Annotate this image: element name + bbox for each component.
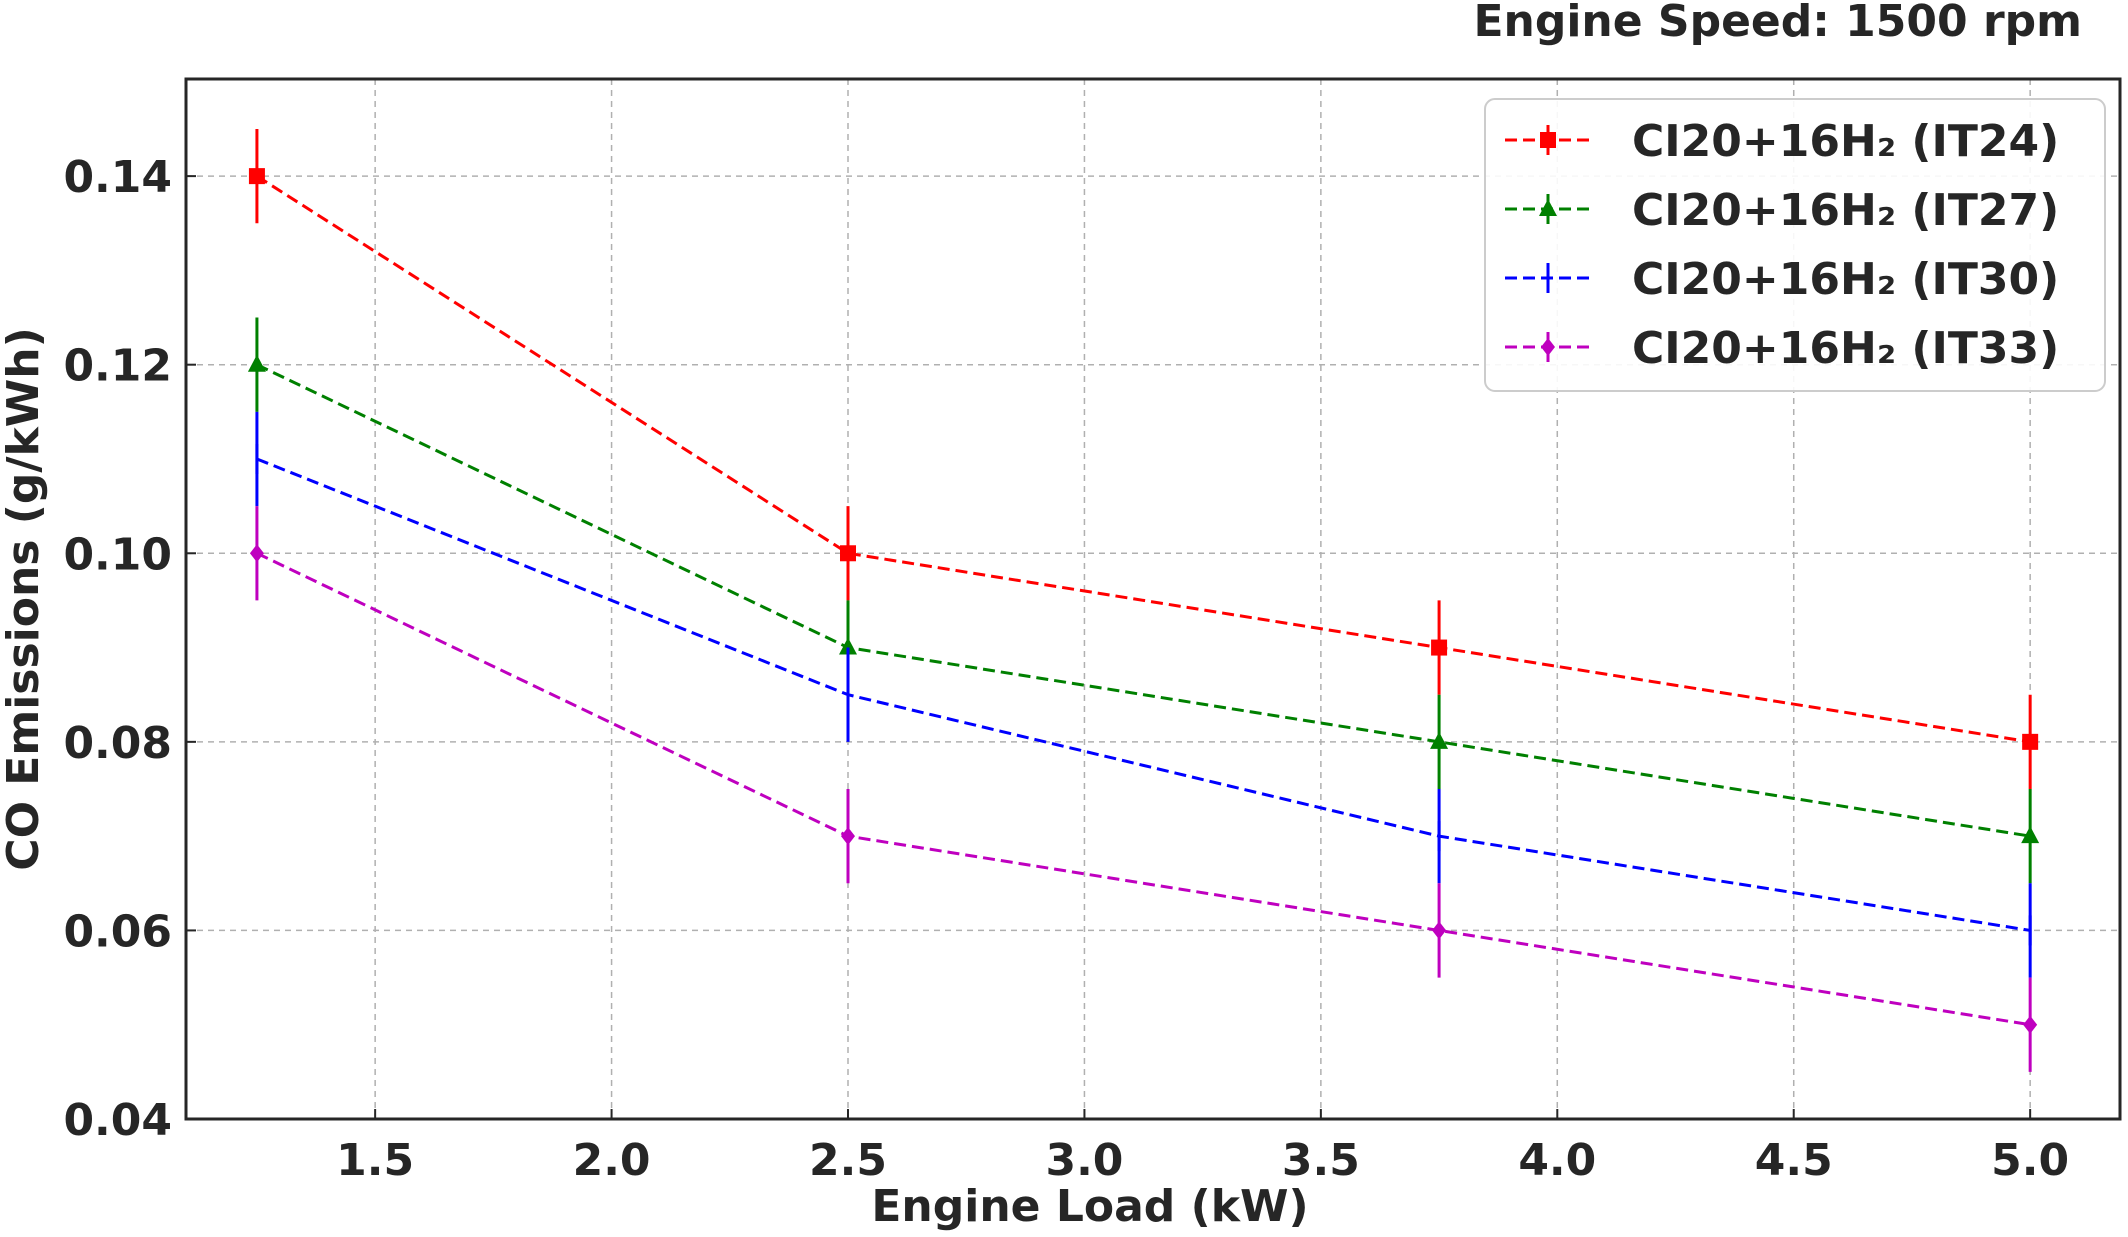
data-point	[247, 354, 266, 372]
legend-label: CI20+16H₂ (IT30)	[1632, 254, 2059, 305]
series-group	[249, 506, 2038, 1072]
y-tick-label: 0.12	[63, 341, 172, 392]
data-point	[1431, 639, 1448, 656]
data-point	[2022, 733, 2039, 750]
x-tick-label: 2.0	[573, 1135, 651, 1186]
x-tick-label: 1.5	[336, 1135, 414, 1186]
y-tick-label: 0.06	[63, 906, 172, 957]
y-axis: 0.04 0.06 0.08 0.10 0.12 0.14	[63, 152, 196, 1146]
series-group	[255, 411, 2032, 978]
series-line	[256, 363, 2031, 838]
data-point	[248, 168, 265, 185]
data-point	[2023, 1015, 2038, 1034]
plot-frame	[184, 77, 2122, 1121]
data-point	[2021, 826, 2040, 844]
data-point	[1432, 921, 1447, 940]
x-tick-label: 4.0	[1518, 1135, 1596, 1186]
data-point	[249, 544, 264, 563]
chart-title: Engine Speed: 1500 rpm	[1473, 0, 2082, 47]
series-line	[256, 457, 2031, 932]
x-tick-label: 5.0	[1991, 1135, 2069, 1186]
x-axis-title: Engine Load (kW)	[871, 1181, 1308, 1232]
y-tick-label: 0.14	[63, 152, 172, 203]
series-line	[256, 551, 2031, 1027]
legend-frame	[1484, 98, 2106, 392]
series-layer	[247, 128, 2040, 1072]
legend-item: CI20+16H₂ (IT24)	[1505, 116, 2059, 167]
data-point	[839, 637, 858, 655]
x-tick-label: 2.5	[809, 1135, 887, 1186]
x-tick-label: 3.0	[1045, 1135, 1123, 1186]
legend-label: CI20+16H₂ (IT27)	[1632, 185, 2059, 236]
x-tick-label: 3.5	[1282, 1135, 1360, 1186]
data-point	[840, 545, 857, 562]
legend-item: CI20+16H₂ (IT30)	[1505, 254, 2059, 305]
series-group	[248, 128, 2039, 789]
series-line	[256, 174, 2031, 744]
legend-label: CI20+16H₂ (IT33)	[1632, 323, 2059, 374]
legend: CI20+16H₂ (IT24) CI20+16H₂ (IT27) CI20+16H…	[1484, 98, 2106, 392]
legend-item: CI20+16H₂ (IT27)	[1505, 185, 2059, 236]
data-point	[1430, 731, 1449, 749]
legend-swatch-marker	[1541, 338, 1555, 356]
y-tick-label: 0.10	[63, 529, 172, 580]
legend-swatch-marker	[1540, 132, 1556, 148]
legend-item: CI20+16H₂ (IT33)	[1505, 323, 2059, 374]
x-tick-label: 4.5	[1755, 1135, 1833, 1186]
legend-swatch-marker	[1539, 199, 1557, 216]
x-axis: 1.5 2.0 2.5 3.0 3.5 4.0 4.5 5.0	[336, 1109, 2069, 1186]
data-point	[841, 827, 856, 846]
y-tick-label: 0.04	[63, 1095, 172, 1146]
legend-label: CI20+16H₂ (IT24)	[1632, 116, 2059, 167]
y-tick-label: 0.08	[63, 718, 172, 769]
y-axis-title: CO Emissions (g/kWh)	[0, 327, 49, 870]
